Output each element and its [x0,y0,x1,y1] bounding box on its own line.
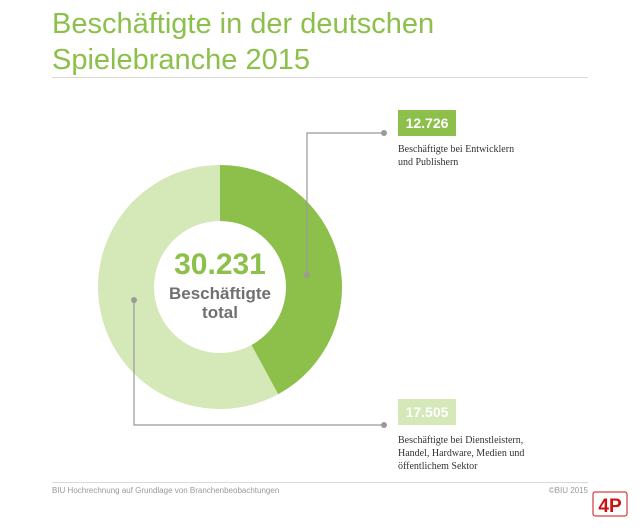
total-label-line-1: Beschäftigte [168,284,272,303]
total-value: 30.231 [174,248,266,281]
source-note: BIU Hochrechnung auf Grundlage von Branc… [52,486,280,495]
legend-developers-line-1: Beschäftigte bei Entwicklern [398,144,515,155]
footer-divider [52,482,588,483]
total-label: Beschäftigte total [145,284,295,322]
logo-text: 4P [598,496,622,517]
chart-title: Beschäftigte in der deutschen Spielebran… [52,6,612,78]
leader-line-developers [306,132,384,275]
title-divider [52,77,588,78]
leader-dot-developers [304,272,310,278]
legend-developers: Beschäftigte bei Entwicklern und Publish… [398,143,568,169]
value-badge-developers: 12.726 [398,110,456,136]
chart-title-line-2: Spielebranche 2015 [52,44,310,76]
value-badge-services: 17.505 [398,399,456,425]
legend-services: Beschäftigte bei Dienstleistern, Handel,… [398,434,548,473]
legend-services-line-2: Handel, Hardware, Medien und [398,448,525,459]
legend-services-line-3: öffentlichem Sektor [398,461,478,472]
leader-dot-services [131,297,137,303]
donut-hole [154,221,286,353]
4players-logo: 4P [592,491,628,517]
chart-title-line-1: Beschäftigte in der deutschen [52,8,435,40]
leader-end-developers [381,130,387,136]
legend-services-line-1: Beschäftigte bei Dienstleistern, [398,435,524,446]
total-label-line-2: total [202,303,238,322]
leader-line-services [133,300,384,426]
leader-end-services [381,422,387,428]
copyright-note: ©BIU 2015 [548,486,588,495]
legend-developers-line-2: und Publishern [398,157,459,168]
